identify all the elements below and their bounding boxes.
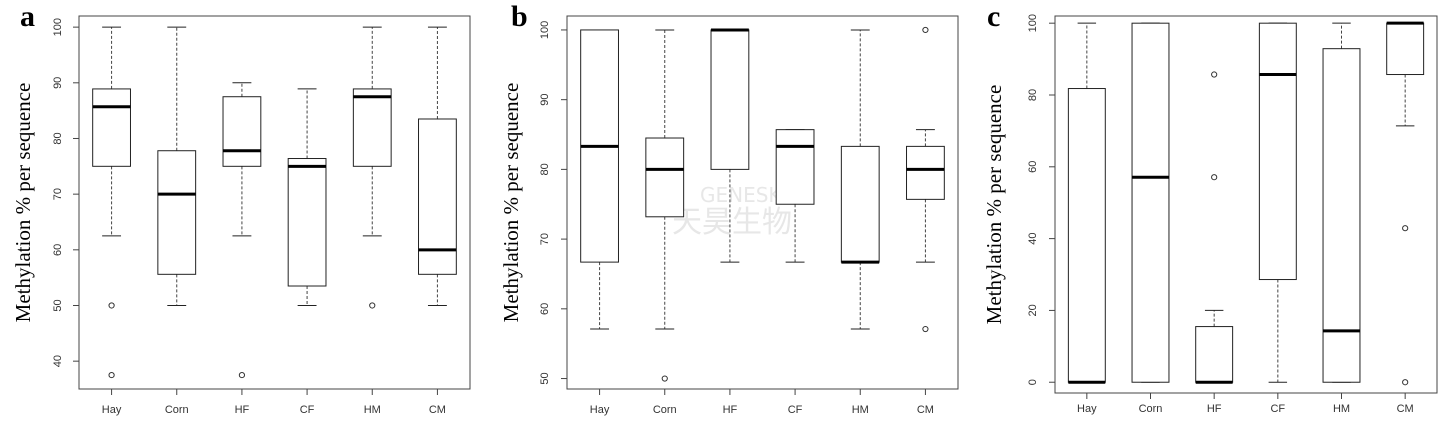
box-HF bbox=[222, 82, 262, 379]
iqr-box bbox=[1322, 48, 1361, 383]
iqr-box bbox=[645, 137, 685, 218]
iqr-box bbox=[840, 145, 880, 263]
x-tick-label: Corn bbox=[653, 404, 677, 416]
outlier-point bbox=[369, 302, 376, 309]
y-axis-label: Methylation % per sequence bbox=[11, 83, 35, 323]
box-HF bbox=[710, 28, 750, 263]
outlier-point bbox=[108, 371, 115, 379]
x-tick-label: Hay bbox=[590, 404, 610, 416]
y-tick-label: 50 bbox=[539, 372, 551, 384]
panel-letter: a bbox=[20, 0, 35, 33]
box-CF bbox=[287, 88, 327, 306]
x-tick-label: CM bbox=[1397, 403, 1414, 415]
x-tick-label: HM bbox=[364, 404, 381, 416]
iqr-box bbox=[92, 88, 131, 167]
outlier-point bbox=[1211, 71, 1218, 78]
x-tick-label: HF bbox=[235, 404, 250, 416]
outlier-point bbox=[1211, 174, 1218, 181]
y-tick-label: 100 bbox=[52, 18, 64, 36]
x-tick-label: Corn bbox=[1139, 403, 1163, 415]
y-tick-label: 40 bbox=[52, 355, 64, 367]
y-tick-label: 40 bbox=[1027, 232, 1039, 244]
iqr-box bbox=[1195, 326, 1234, 383]
box-HF bbox=[1195, 71, 1234, 384]
box-CM bbox=[418, 26, 457, 306]
box-Corn bbox=[157, 26, 197, 306]
iqr-box bbox=[352, 88, 392, 167]
box-HM bbox=[352, 26, 392, 309]
y-tick-label: 100 bbox=[1027, 14, 1039, 32]
x-tick-label: CF bbox=[300, 404, 315, 416]
y-tick-label: 70 bbox=[52, 188, 64, 200]
plot-frame bbox=[1054, 15, 1438, 394]
y-tick-label: 60 bbox=[52, 244, 64, 256]
x-tick-label: HM bbox=[1333, 403, 1350, 415]
box-CM bbox=[1386, 21, 1425, 386]
outlier-point bbox=[922, 325, 929, 333]
x-tick-label: Hay bbox=[102, 404, 122, 416]
iqr-box bbox=[157, 150, 197, 275]
box-Corn bbox=[1131, 22, 1170, 383]
chart-panel-c: c Methylation % per sequence 0 20 40 60 80 100 H… bbox=[982, 0, 1438, 415]
y-tick-label: 20 bbox=[1027, 304, 1039, 316]
box-CF bbox=[1258, 22, 1297, 383]
watermark: GENESKY 天昊生物 bbox=[672, 183, 794, 240]
box-Hay bbox=[580, 29, 619, 330]
box-HM bbox=[1322, 22, 1361, 383]
panel-letter: b bbox=[511, 0, 528, 33]
x-tick-label: CF bbox=[788, 404, 803, 416]
plot-frame bbox=[566, 15, 959, 390]
iqr-box bbox=[287, 158, 327, 287]
box-Corn bbox=[645, 29, 685, 382]
y-tick-label: 60 bbox=[1027, 161, 1039, 173]
x-tick-label: CM bbox=[429, 404, 446, 416]
y-tick-label: 80 bbox=[539, 163, 551, 175]
y-tick-label: 0 bbox=[1027, 379, 1039, 385]
iqr-box bbox=[1386, 22, 1425, 76]
x-tick-label: Corn bbox=[165, 404, 189, 416]
iqr-box bbox=[906, 145, 945, 200]
iqr-box bbox=[710, 29, 750, 170]
y-tick-label: 50 bbox=[52, 299, 64, 311]
watermark-line2: 天昊生物 bbox=[672, 205, 792, 240]
outlier-point bbox=[1402, 379, 1409, 386]
iqr-box bbox=[1067, 88, 1106, 383]
x-tick-label: HM bbox=[852, 404, 869, 416]
iqr-box bbox=[775, 129, 815, 205]
box-CM bbox=[906, 26, 945, 333]
y-axis-label: Methylation % per sequence bbox=[499, 83, 523, 323]
outlier-point bbox=[108, 302, 115, 309]
y-tick-label: 80 bbox=[1027, 89, 1039, 101]
x-tick-label: Hay bbox=[1077, 403, 1097, 415]
box-HM bbox=[840, 29, 880, 330]
outlier-point bbox=[661, 375, 668, 382]
x-tick-label: HF bbox=[1207, 403, 1222, 415]
iqr-box bbox=[1131, 22, 1170, 383]
box-Hay bbox=[92, 26, 131, 379]
box-Hay bbox=[1067, 22, 1106, 384]
y-tick-label: 60 bbox=[539, 303, 551, 315]
chart-panel-a: a Methylation % per sequence 40 50 60 70 80 90 1… bbox=[11, 0, 471, 416]
chart-panel-b: b Methylation % per sequence 50 60 70 80 90 100… bbox=[499, 0, 959, 416]
y-axis-label: Methylation % per sequence bbox=[982, 85, 1006, 325]
y-tick-label: 90 bbox=[539, 94, 551, 106]
y-tick-label: 90 bbox=[52, 77, 64, 89]
box-CF bbox=[775, 129, 815, 263]
y-tick-label: 80 bbox=[52, 132, 64, 144]
x-tick-label: CM bbox=[917, 404, 934, 416]
plot-frame bbox=[78, 15, 471, 390]
y-tick-label: 100 bbox=[539, 21, 551, 39]
x-tick-label: CF bbox=[1270, 403, 1285, 415]
outlier-point bbox=[1402, 225, 1409, 232]
outlier-point bbox=[238, 371, 246, 379]
panel-letter: c bbox=[987, 0, 1000, 33]
y-tick-label: 70 bbox=[539, 233, 551, 245]
iqr-box bbox=[222, 96, 262, 167]
x-tick-label: HF bbox=[723, 404, 738, 416]
iqr-box bbox=[1258, 22, 1297, 281]
outlier-point bbox=[922, 26, 929, 34]
